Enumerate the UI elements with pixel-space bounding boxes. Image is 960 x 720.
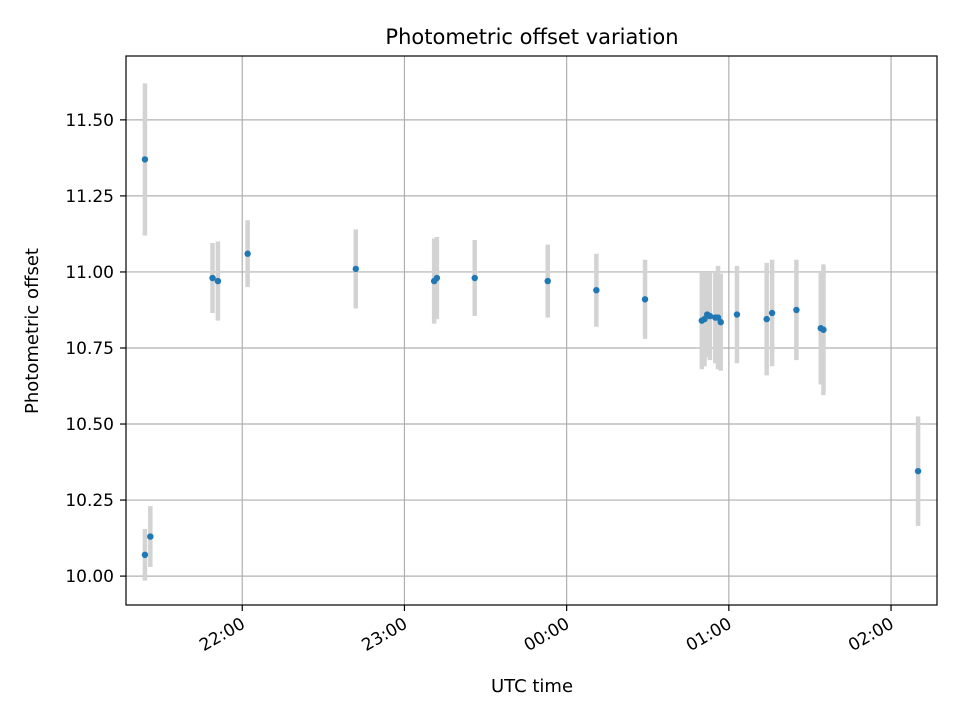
plot-frame <box>125 55 938 606</box>
data-point <box>793 306 800 314</box>
data-point <box>544 277 551 285</box>
data-points <box>141 156 922 559</box>
chart-title: Photometric offset variation <box>385 25 678 49</box>
y-tick-label: 11.00 <box>65 263 114 283</box>
y-tick-label: 10.25 <box>65 491 114 511</box>
data-point <box>214 277 222 285</box>
y-tick-label: 11.50 <box>65 111 114 131</box>
data-point <box>641 296 649 303</box>
x-axis-label: UTC time <box>491 676 573 697</box>
data-point <box>733 311 741 318</box>
data-point <box>717 318 724 326</box>
data-point <box>706 312 714 320</box>
data-point <box>244 250 251 257</box>
data-point <box>914 467 922 475</box>
y-axis-label: Photometric offset <box>22 248 43 414</box>
data-point <box>471 274 478 282</box>
y-axis-ticks: 10.00 10.25 10.50 10.75 11.00 11.25 11.50 <box>65 111 126 587</box>
data-point <box>433 274 441 282</box>
data-point <box>147 533 154 540</box>
data-point <box>209 274 216 282</box>
y-tick-label: 10.50 <box>65 415 114 435</box>
y-tick-label: 10.75 <box>65 339 114 359</box>
data-point <box>768 309 776 317</box>
data-point <box>593 286 600 294</box>
data-point <box>763 315 770 323</box>
data-point <box>141 551 149 559</box>
y-tick-label: 11.25 <box>65 187 114 207</box>
data-point <box>820 326 827 333</box>
grid <box>126 56 937 605</box>
data-point <box>141 156 149 163</box>
y-tick-label: 10.00 <box>65 567 114 587</box>
data-point <box>352 265 359 273</box>
